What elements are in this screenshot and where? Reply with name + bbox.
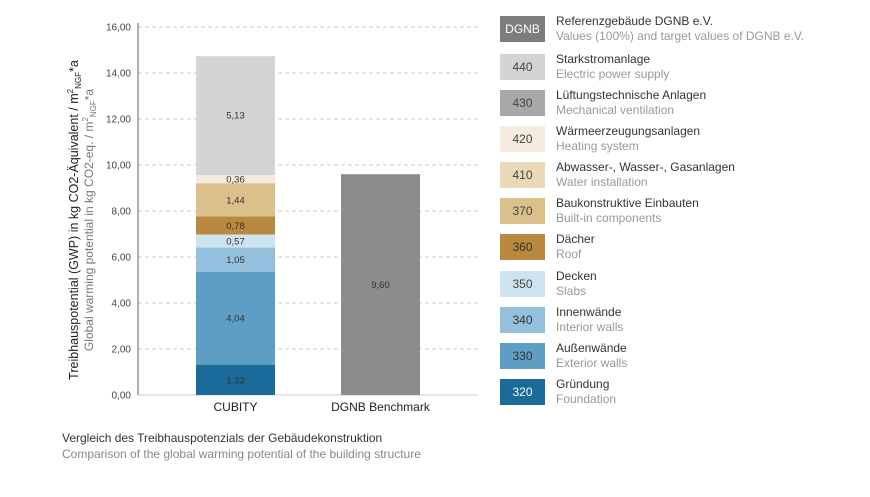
y-axis-title-de: Treibhauspotential (GWP) in kg CO2-Äquiv…: [66, 60, 83, 380]
bar-segment-350: [196, 234, 275, 248]
y-tick-label: 10,00: [106, 161, 131, 172]
legend-item-410: 410 Abwasser-, Wasser-, Gasanlagen Water i…: [500, 160, 860, 190]
bar-value-label: 9,60: [371, 280, 390, 291]
bar-segment-320: [196, 364, 275, 395]
y-axis-title-en: Global warming potential in kg CO2-eq. /…: [81, 89, 98, 351]
y-axis-title: Treibhauspotential (GWP) in kg CO2-Äquiv…: [66, 60, 98, 380]
legend-swatch: DGNB: [500, 16, 545, 42]
y-tick-label: 16,00: [106, 23, 131, 34]
legend-text: Lüftungstechnische Anlagen Mechanical ven…: [556, 88, 856, 118]
legend-label-de: Außenwände: [556, 341, 627, 355]
bar-value-label: 1,44: [226, 195, 245, 206]
bar-segment-370: [196, 183, 275, 217]
y-tick-label: 0,00: [112, 391, 132, 402]
bar-segment-410: [196, 182, 275, 184]
legend-label-de: Innenwände: [556, 305, 622, 319]
legend-label-de: Abwasser-, Wasser-, Gasanlagen: [556, 160, 735, 174]
bar-value-label: 5,13: [226, 111, 245, 122]
legend-text: Starkstromanlage Electric power supply: [556, 52, 856, 82]
legend-text: Wärmeerzeugungsanlagen Heating system: [556, 124, 856, 154]
legend-label-en: Roof: [556, 247, 582, 261]
legend-text: Decken Slabs: [556, 269, 856, 299]
stacked-bar-chart: 0,00 2,00 4,00 6,00 8,00 10,00 12,00 14,00 16,00…: [66, 23, 478, 414]
legend-label-de: Starkstromanlage: [556, 52, 651, 66]
bar-segment-440: [196, 56, 275, 175]
figure-caption: Vergleich des Treibhauspotenzials der Ge…: [62, 430, 462, 462]
bar-segment-340: [196, 247, 275, 272]
bar-segment-420: [196, 174, 275, 183]
legend-item-dgnb: DGNB Referenzgebäude DGNB e.V. Values (100…: [500, 14, 860, 44]
bar-value-label: 1,32: [226, 375, 245, 386]
category-labels: CUBITY DGNB Benchmark: [213, 400, 430, 414]
legend-item-350: 350 Decken Slabs: [500, 269, 860, 299]
legend-swatch: 430: [500, 90, 545, 116]
bar-segment-330: [196, 271, 275, 365]
legend-label-de: Gründung: [556, 377, 610, 391]
y-tick-label: 8,00: [112, 207, 132, 218]
bars: 1,324,041,050,570,781,440,020,360,025,13…: [196, 56, 420, 395]
y-tick-label: 4,00: [112, 299, 132, 310]
y-tick-label: 6,00: [112, 253, 132, 264]
legend-item-430: 430 Lüftungstechnische Anlagen Mechanical …: [500, 88, 860, 118]
bar-value-label: 4,04: [226, 314, 245, 325]
y-axis: 0,00 2,00 4,00 6,00 8,00 10,00 12,00 14,00 16,00: [106, 23, 139, 402]
y-tick-label: 12,00: [106, 115, 131, 126]
legend-text: Außenwände Exterior walls: [556, 341, 856, 371]
legend-item-440: 440 Starkstromanlage Electric power supply: [500, 52, 860, 82]
bar-value-label: 0,57: [226, 237, 245, 248]
legend-label-en: Electric power supply: [556, 67, 670, 81]
legend-swatch: 320: [500, 379, 545, 405]
legend-label-en: Built-in components: [556, 211, 662, 225]
legend-item-360: 360 Dächer Roof: [500, 232, 860, 262]
legend-swatch: 350: [500, 271, 545, 297]
legend-swatch: 410: [500, 162, 545, 188]
caption-en: Comparison of the global warming potenti…: [62, 447, 421, 461]
y-tick-label: 14,00: [106, 69, 131, 80]
legend-label-de: Lüftungstechnische Anlagen: [556, 88, 707, 102]
legend-text: Dächer Roof: [556, 232, 856, 262]
legend-text: Baukonstruktive Einbauten Built-in compon…: [556, 196, 856, 226]
category-label: CUBITY: [213, 400, 257, 414]
legend-item-330: 330 Außenwände Exterior walls: [500, 341, 860, 371]
legend-label-en: Exterior walls: [556, 356, 628, 370]
legend-label-de: Baukonstruktive Einbauten: [556, 196, 699, 210]
legend-label-en: Water installation: [556, 175, 648, 189]
legend-text: Gründung Foundation: [556, 377, 856, 407]
legend-text: Abwasser-, Wasser-, Gasanlagen Water inst…: [556, 160, 856, 190]
legend-label-de: Referenzgebäude DGNB e.V.: [556, 14, 713, 28]
grid-lines: [138, 26, 478, 396]
legend-swatch: 330: [500, 343, 545, 369]
bar-segment-DGNB: [341, 174, 420, 395]
legend-label-en: Foundation: [556, 392, 617, 406]
legend-swatch: 370: [500, 198, 545, 224]
category-label: DGNB Benchmark: [331, 400, 431, 414]
legend-label-en: Slabs: [556, 284, 587, 298]
legend-label-en: Heating system: [556, 139, 639, 153]
legend-label-de: Decken: [556, 269, 597, 283]
legend-label-de: Wärmeerzeugungsanlagen: [556, 124, 701, 138]
legend-label-en: Values (100%) and target values of DGNB …: [556, 29, 805, 43]
legend-item-420: 420 Wärmeerzeugungsanlagen Heating system: [500, 124, 860, 154]
legend-item-320: 320 Gründung Foundation: [500, 377, 860, 407]
legend-swatch: 340: [500, 307, 545, 333]
legend-label-en: Mechanical ventilation: [556, 103, 675, 117]
legend-label-en: Interior walls: [556, 320, 624, 334]
bar-value-label: 0,78: [226, 221, 245, 232]
bar-segment-430: [196, 174, 275, 175]
legend-label-de: Dächer: [556, 232, 595, 246]
legend-item-340: 340 Innenwände Interior walls: [500, 305, 860, 335]
bar-segment-360: [196, 216, 275, 235]
bar-value-label: 0,36: [226, 174, 245, 185]
bar-value-label: 1,05: [226, 255, 245, 266]
legend-swatch: 440: [500, 54, 545, 80]
legend-swatch: 360: [500, 234, 545, 260]
legend-text: Innenwände Interior walls: [556, 305, 856, 335]
y-tick-label: 2,00: [112, 345, 132, 356]
legend-text: Referenzgebäude DGNB e.V. Values (100%) a…: [556, 14, 856, 44]
legend-swatch: 420: [500, 126, 545, 152]
legend-item-370: 370 Baukonstruktive Einbauten Built-in com…: [500, 196, 860, 226]
caption-de: Vergleich des Treibhauspotenzials der Ge…: [62, 431, 383, 445]
